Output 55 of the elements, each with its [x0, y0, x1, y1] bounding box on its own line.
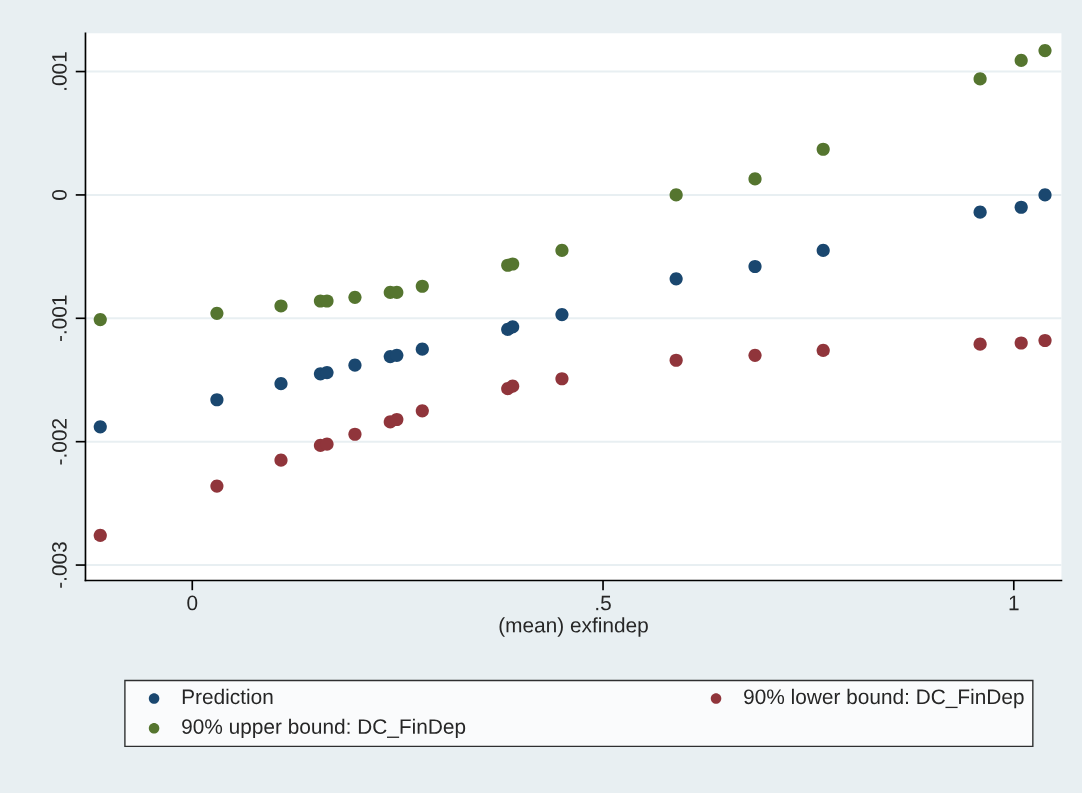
point — [210, 393, 224, 407]
point — [210, 306, 224, 320]
point — [816, 343, 830, 357]
point — [748, 259, 762, 274]
y-tick-label: -.001 — [52, 295, 67, 342]
point — [748, 348, 762, 362]
point — [1038, 43, 1052, 58]
point — [973, 205, 987, 219]
point — [1014, 336, 1028, 350]
legend-label: Prediction — [182, 688, 273, 705]
point — [93, 420, 107, 434]
y-tick-label: -.002 — [52, 418, 67, 465]
point — [973, 72, 987, 86]
point — [506, 320, 520, 334]
y-tick-label: .001 — [52, 52, 67, 90]
y-tick-label: 0 — [52, 189, 67, 200]
point — [1038, 188, 1052, 202]
point — [1014, 53, 1028, 68]
point — [506, 257, 520, 271]
x-tick-label: .5 — [596, 595, 611, 611]
point — [93, 528, 107, 543]
point — [555, 372, 569, 386]
point — [669, 353, 683, 367]
point — [415, 404, 429, 418]
point — [555, 243, 569, 258]
point — [210, 479, 224, 493]
point — [1038, 333, 1052, 348]
y-tick-label: -.003 — [52, 542, 67, 588]
point — [555, 308, 569, 322]
x-axis-title: (mean) exfindep — [499, 617, 648, 637]
point — [816, 243, 830, 258]
point — [415, 342, 429, 356]
point — [506, 379, 520, 393]
point — [973, 337, 987, 351]
point — [348, 290, 362, 304]
point — [274, 453, 288, 467]
point — [320, 437, 334, 451]
legend-label: 90% lower bound: DC_FinDep — [744, 688, 1024, 709]
point — [415, 279, 429, 293]
point — [1014, 200, 1028, 214]
point — [348, 358, 362, 372]
legend-label: 90% upper bound: DC_FinDep — [182, 718, 466, 739]
point — [348, 427, 362, 441]
point — [669, 272, 683, 286]
x-tick-label: 0 — [187, 595, 198, 611]
point — [816, 142, 830, 156]
point — [274, 299, 288, 313]
point — [748, 172, 762, 186]
point — [390, 348, 404, 362]
x-tick-label: 1 — [1009, 595, 1019, 611]
point — [390, 412, 404, 427]
point — [320, 366, 334, 380]
point — [669, 188, 683, 202]
point — [274, 377, 288, 391]
point — [93, 312, 107, 327]
